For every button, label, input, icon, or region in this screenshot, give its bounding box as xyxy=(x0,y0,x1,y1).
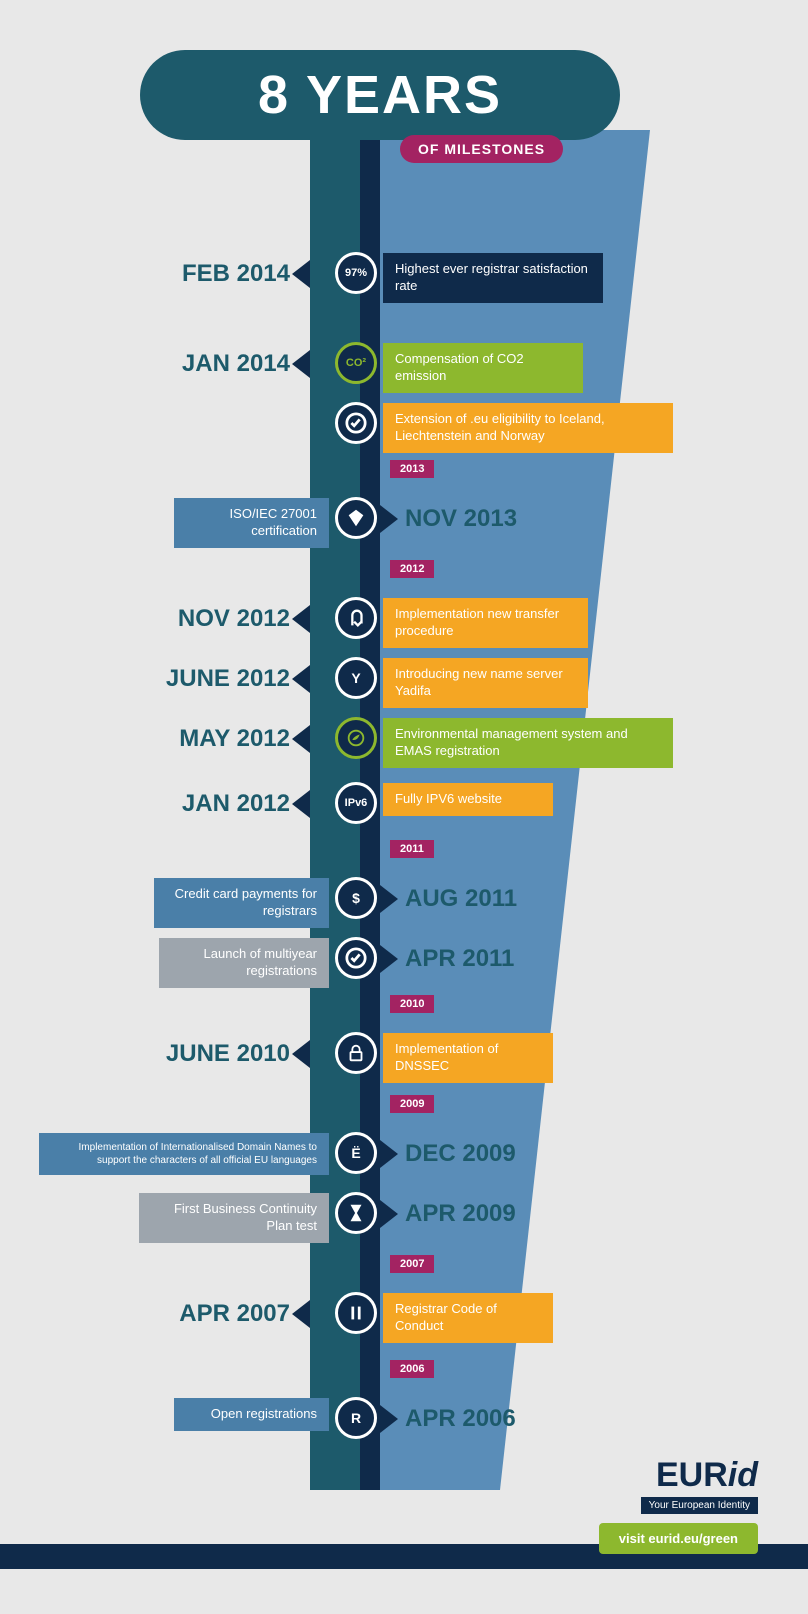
year-tag: 2006 xyxy=(390,1360,434,1378)
pointer-triangle xyxy=(292,260,310,288)
milestone-label: Open registrations xyxy=(174,1398,329,1431)
milestone-icon xyxy=(335,497,377,539)
pointer-triangle xyxy=(292,350,310,378)
footer-logo: EURid Your European Identity xyxy=(641,1456,758,1514)
milestone-label: Credit card payments for registrars xyxy=(154,878,329,928)
pointer-triangle xyxy=(380,1405,398,1433)
footer-visit-link: visit eurid.eu/green xyxy=(599,1523,758,1554)
year-tag: 2009 xyxy=(390,1095,434,1113)
milestone-icon xyxy=(335,402,377,444)
milestone-label: Fully IPV6 website xyxy=(383,783,553,816)
pointer-triangle xyxy=(292,1040,310,1068)
milestone-label: Environmental management system and EMAS… xyxy=(383,718,673,768)
year-tag: 2012 xyxy=(390,560,434,578)
pointer-triangle xyxy=(292,605,310,633)
milestone-icon: Ë xyxy=(335,1132,377,1174)
milestone-date: DEC 2009 xyxy=(405,1140,516,1168)
pointer-triangle xyxy=(292,790,310,818)
milestone-icon xyxy=(335,717,377,759)
milestone-date: NOV 2013 xyxy=(405,505,517,533)
pointer-triangle xyxy=(380,885,398,913)
milestone-date: JUNE 2012 xyxy=(166,665,290,693)
milestone-date: AUG 2011 xyxy=(405,885,517,913)
milestone-label: Introducing new name server Yadifa xyxy=(383,658,588,708)
year-tag: 2011 xyxy=(390,840,434,858)
milestone-date: APR 2007 xyxy=(179,1300,290,1328)
milestone-label: Implementation of DNSSEC xyxy=(383,1033,553,1083)
milestone-icon: CO² xyxy=(335,342,377,384)
infographic-canvas: 8 YEARS OF MILESTONES 97% FEB 2014 Highest… xyxy=(0,0,808,1614)
milestone-icon xyxy=(335,597,377,639)
brand-text-1: EUR xyxy=(656,1456,728,1494)
milestone-icon xyxy=(335,1292,377,1334)
milestone-icon: $ xyxy=(335,877,377,919)
milestone-date: APR 2006 xyxy=(405,1405,516,1433)
brand-text-2: id xyxy=(728,1456,758,1494)
milestone-date: MAY 2012 xyxy=(179,725,290,753)
milestone-label: Implementation of Internationalised Doma… xyxy=(39,1133,329,1175)
milestone-label: ISO/IEC 27001 certification xyxy=(174,498,329,548)
milestone-date: JAN 2014 xyxy=(182,350,290,378)
milestone-icon xyxy=(335,937,377,979)
milestone-label: Launch of multiyear registrations xyxy=(159,938,329,988)
year-tag: 2010 xyxy=(390,995,434,1013)
milestone-icon: R xyxy=(335,1397,377,1439)
milestone-label: First Business Continuity Plan test xyxy=(139,1193,329,1243)
year-tag: 2007 xyxy=(390,1255,434,1273)
milestone-date: APR 2011 xyxy=(405,945,514,973)
milestone-label: Compensation of CO2 emission xyxy=(383,343,583,393)
milestone-icon: 97% xyxy=(335,252,377,294)
pointer-triangle xyxy=(380,1200,398,1228)
milestone-icon: IPv6 xyxy=(335,782,377,824)
milestone-date: APR 2009 xyxy=(405,1200,516,1228)
subtitle-pill: OF MILESTONES xyxy=(400,135,563,163)
milestone-icon xyxy=(335,1192,377,1234)
pointer-triangle xyxy=(380,505,398,533)
pointer-triangle xyxy=(292,665,310,693)
milestone-date: FEB 2014 xyxy=(182,260,290,288)
milestone-label: Implementation new transfer procedure xyxy=(383,598,588,648)
milestone-label: Extension of .eu eligibility to Iceland,… xyxy=(383,403,673,453)
title-pill: 8 YEARS xyxy=(140,50,620,140)
pointer-triangle xyxy=(380,1140,398,1168)
milestone-date: JUNE 2010 xyxy=(166,1040,290,1068)
milestone-label: Registrar Code of Conduct xyxy=(383,1293,553,1343)
milestone-icon xyxy=(335,1032,377,1074)
milestone-label: Highest ever registrar satisfaction rate xyxy=(383,253,603,303)
pointer-triangle xyxy=(380,945,398,973)
pointer-triangle xyxy=(292,725,310,753)
milestone-date: NOV 2012 xyxy=(178,605,290,633)
pointer-triangle xyxy=(292,1300,310,1328)
milestone-icon: Y xyxy=(335,657,377,699)
milestone-date: JAN 2012 xyxy=(182,790,290,818)
year-tag: 2013 xyxy=(390,460,434,478)
footer-tagline: Your European Identity xyxy=(641,1497,758,1514)
